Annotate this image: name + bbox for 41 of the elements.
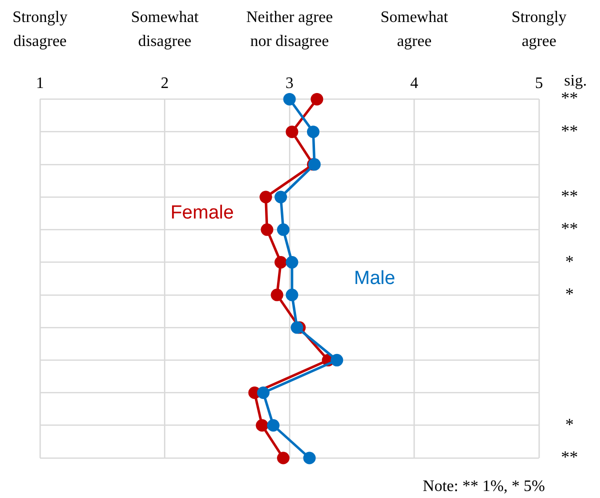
- x-tick-label: 5: [535, 74, 543, 92]
- point: [286, 126, 298, 138]
- text: Strongly agree: [511, 9, 567, 50]
- point: [303, 452, 316, 464]
- text: Somewhat agree: [380, 9, 449, 50]
- x-tick-label: 4: [410, 74, 418, 92]
- y-tick-label: **: [561, 88, 578, 108]
- point: [330, 354, 344, 366]
- y-tick-label: *: [565, 284, 574, 304]
- point: [260, 190, 272, 204]
- point: [256, 419, 268, 432]
- point: [277, 223, 290, 236]
- point: [310, 92, 324, 106]
- point: [274, 256, 288, 269]
- point: [306, 126, 320, 138]
- point: [274, 190, 288, 204]
- point: [270, 288, 284, 302]
- series-label: Female: [170, 202, 234, 224]
- y-tick-label: *: [565, 252, 574, 271]
- x-tick-label: 2: [160, 74, 169, 92]
- text: Somewhat disagree: [130, 9, 200, 50]
- y-tick-label: **: [561, 186, 578, 206]
- y-axis-title: sig.: [564, 72, 587, 90]
- y-tick-label: **: [561, 219, 578, 238]
- x-tick-label: 1: [36, 74, 44, 92]
- point: [290, 321, 304, 334]
- text: Strongly disagree: [12, 9, 68, 50]
- y-tick-label: **: [561, 447, 578, 466]
- text: Male: [354, 268, 396, 289]
- y-tick-label: **: [561, 121, 578, 140]
- point: [286, 256, 298, 269]
- text: Note: ** 1%, * 5%: [422, 478, 545, 496]
- point: [283, 92, 296, 106]
- point: [260, 223, 274, 236]
- point: [277, 452, 290, 464]
- text: Neither agree nor disagree: [246, 9, 333, 50]
- y-tick-label: *: [565, 414, 574, 434]
- x-tick-label: 3: [286, 74, 294, 92]
- point: [267, 419, 280, 432]
- point: [286, 288, 298, 302]
- point: [257, 386, 270, 400]
